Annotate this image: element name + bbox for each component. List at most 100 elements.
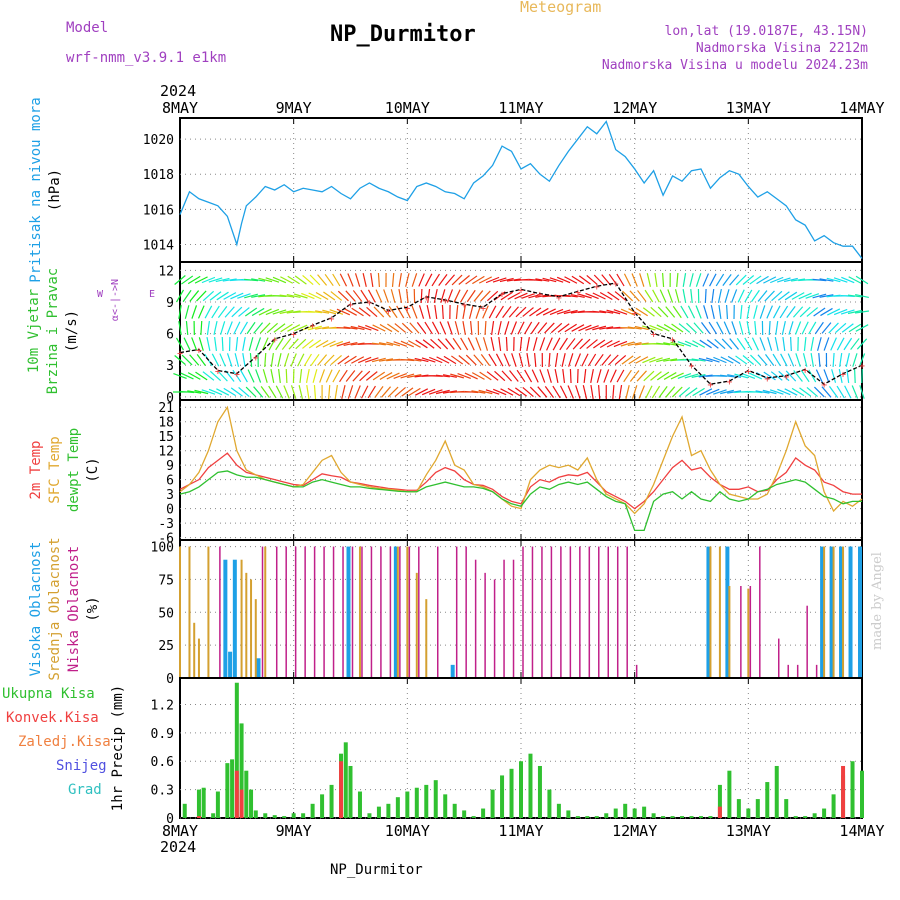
- wind-arrow: [401, 322, 413, 334]
- wind-arrow: [768, 320, 771, 336]
- cloud-bar: [455, 546, 458, 678]
- cloud-bar: [787, 664, 789, 678]
- wind-arrow: [833, 308, 848, 316]
- wind-arrow: [665, 386, 676, 398]
- wind-arrow: [699, 388, 713, 396]
- wind-arrow: [485, 389, 500, 395]
- wind-arrow: [242, 337, 246, 351]
- cloud-bar: [250, 579, 253, 678]
- precipitation-ylabel: 1hr Precip (mm): [110, 685, 126, 811]
- wind-arrow: [370, 272, 374, 288]
- wind-arrow: [708, 321, 718, 335]
- cloud-ylabel: (%): [85, 596, 101, 621]
- precip-bar: [642, 806, 647, 818]
- wind-gust-marker: +: [802, 365, 808, 376]
- wind-gust-marker: +: [347, 300, 353, 311]
- precip-bar: [320, 794, 325, 818]
- wind-arrow: [371, 342, 386, 346]
- wind-arrow: [309, 274, 321, 286]
- wind-arrow: [663, 342, 678, 346]
- wind-arrow: [216, 388, 230, 396]
- wind-arrow: [255, 337, 262, 351]
- wind-arrow: [486, 290, 499, 302]
- wind-arrow: [217, 306, 228, 318]
- precip-bar: [670, 816, 675, 818]
- xtick-label-bottom: 8MAY: [162, 822, 198, 840]
- cloud-ytick-label: 0: [166, 672, 174, 687]
- wind-arrow: [855, 324, 869, 332]
- wind-arrow: [400, 373, 415, 379]
- precip-bar: [831, 794, 836, 818]
- wind-arrow: [191, 337, 198, 351]
- wind-arrow: [706, 339, 719, 349]
- wind-arrow: [345, 290, 356, 302]
- wind-arrow: [727, 390, 742, 394]
- wind-arrow: [578, 275, 591, 285]
- wind-arrow: [522, 386, 534, 398]
- cloud-bar: [759, 546, 761, 678]
- wind-arrow: [446, 289, 454, 303]
- precip-bar: [717, 806, 722, 818]
- wind-arrow: [337, 290, 349, 302]
- wind-arrow: [306, 384, 310, 400]
- wind-arrow: [330, 354, 342, 366]
- wind-arrow: [828, 322, 839, 334]
- wind-arrow: [475, 305, 482, 319]
- cloud-bar: [823, 546, 826, 678]
- wind-arrow: [727, 374, 742, 378]
- location-line-3: Nadmorska Visina u modelu 2024.23m: [601, 58, 868, 73]
- wind-arrow: [336, 326, 351, 330]
- temperature-ylabel: SFC Temp: [47, 436, 63, 503]
- wind-arrow: [507, 292, 521, 300]
- wind-arrow: [616, 369, 625, 383]
- wind-arrow: [460, 289, 469, 303]
- wind-arrow: [522, 307, 534, 317]
- wind-arrow: [415, 339, 428, 349]
- wind-gust-marker: +: [234, 370, 240, 381]
- wind-arrow: [578, 293, 592, 299]
- wind-arrow: [719, 374, 735, 378]
- wind-gust-marker: +: [461, 300, 467, 311]
- wind-arrow: [766, 305, 773, 319]
- precip-bar: [339, 761, 344, 818]
- cloud-bar: [842, 546, 845, 678]
- wind-arrow: [844, 385, 852, 399]
- wind-arrow: [548, 352, 551, 368]
- wind-arrow: [467, 337, 475, 351]
- wind-arrow: [339, 369, 348, 383]
- wind-arrow: [415, 388, 429, 396]
- wind-arrow: [329, 309, 344, 315]
- wind-arrow: [627, 326, 642, 330]
- wind-arrow: [759, 337, 766, 351]
- wind-arrow: [482, 337, 489, 351]
- precip-bar: [585, 816, 590, 818]
- wind-arrow: [658, 385, 668, 399]
- wind-ytick-label: 0: [166, 391, 174, 406]
- precip-bar: [841, 765, 846, 818]
- wind-arrow: [187, 372, 201, 380]
- wind-arrow: [514, 387, 528, 397]
- wind-arrow: [498, 336, 502, 352]
- wind-arrow: [278, 368, 281, 384]
- wind-arrow: [319, 369, 326, 383]
- cloud-bar: [342, 546, 344, 678]
- wind-arrow: [791, 387, 805, 397]
- wind-arrow: [771, 290, 783, 302]
- wind-arrow: [593, 274, 605, 286]
- wind-arrow: [175, 289, 185, 303]
- wind-gust-marker: +: [423, 293, 429, 304]
- wind-arrow: [485, 276, 500, 284]
- cloud-bar: [778, 638, 780, 678]
- cloud-bar: [484, 572, 486, 678]
- wind-arrow: [427, 288, 431, 304]
- wind-arrow: [772, 305, 781, 319]
- precip-bar: [348, 765, 353, 818]
- wind-arrow: [249, 352, 253, 368]
- precipitation-ytick-label: 1.2: [151, 698, 174, 713]
- wind-gust-marker: +: [859, 361, 865, 372]
- wind-arrow: [406, 288, 409, 304]
- wind-arrow: [388, 305, 398, 319]
- cloud-bar: [396, 546, 399, 678]
- precip-bar: [717, 784, 722, 818]
- wind-arrow: [727, 355, 741, 365]
